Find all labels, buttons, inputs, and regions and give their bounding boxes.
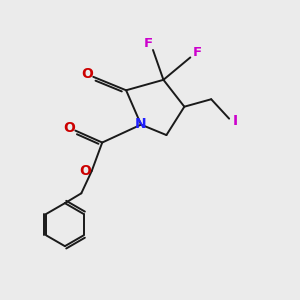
- Text: O: O: [81, 68, 93, 82]
- Text: N: N: [135, 117, 147, 131]
- Text: I: I: [233, 114, 238, 128]
- Text: F: F: [192, 46, 201, 59]
- Text: O: O: [79, 164, 91, 178]
- Text: F: F: [144, 38, 153, 50]
- Text: O: O: [63, 121, 75, 135]
